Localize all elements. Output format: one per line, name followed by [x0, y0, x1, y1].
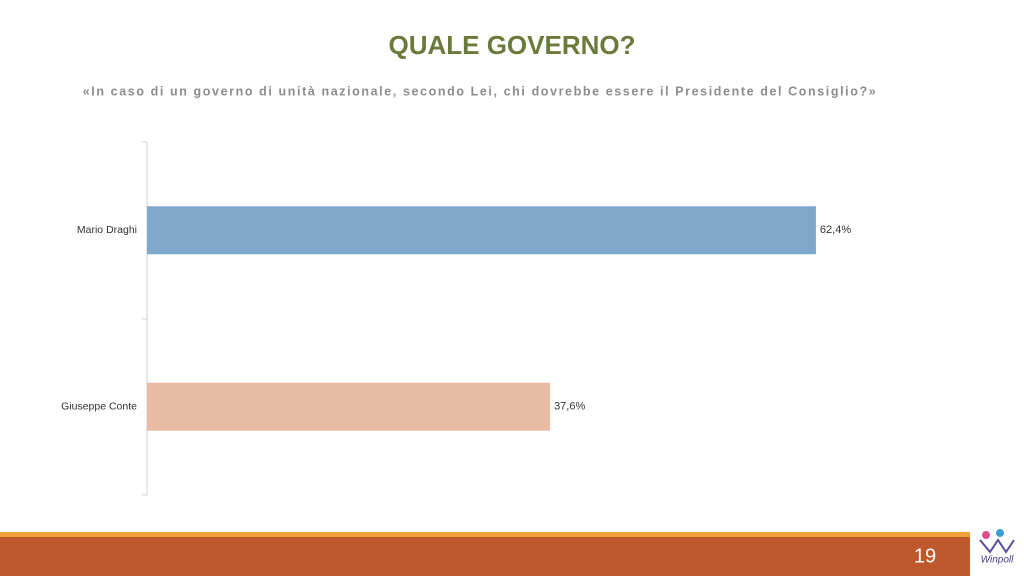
- page-number: 19: [914, 545, 936, 567]
- logo-dot: [982, 531, 990, 539]
- logo: Winpoll: [979, 529, 1015, 566]
- footer-stripe: [0, 532, 970, 537]
- chart-subtitle: «In caso di un governo di unità nazional…: [83, 84, 878, 98]
- category-label: Giuseppe Conte: [61, 401, 137, 413]
- value-label: 37,6%: [554, 401, 585, 413]
- logo-text: Winpoll: [981, 555, 1014, 566]
- bar: [147, 382, 551, 431]
- logo-mark: [979, 538, 1015, 554]
- category-label: Mario Draghi: [77, 224, 137, 236]
- chart-title: QUALE GOVERNO?: [388, 30, 635, 60]
- footer-band: [0, 537, 970, 576]
- logo-dot: [996, 529, 1004, 537]
- bar: [147, 206, 816, 255]
- value-label: 62,4%: [820, 224, 851, 236]
